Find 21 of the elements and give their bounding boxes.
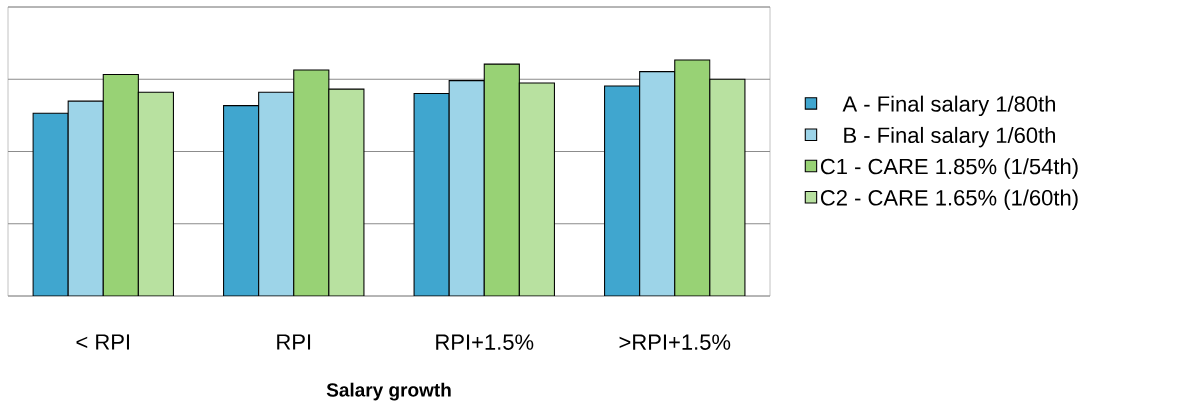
bar: [223, 105, 260, 296]
bar: [483, 63, 520, 296]
bar: [709, 78, 746, 296]
bar: [137, 91, 174, 296]
x-tick-label: RPI: [277, 334, 311, 350]
legend-label: B - Final salary 1/60th: [844, 126, 1056, 148]
legend-label: A - Final salary 1/80th: [842, 95, 1056, 117]
x-tick-label: RPI+1.5%: [436, 334, 534, 350]
bar: [604, 85, 641, 296]
x-tick-label: >RPI+1.5%: [619, 334, 731, 350]
bar: [32, 112, 69, 296]
bar: [413, 93, 450, 296]
bar: [518, 82, 555, 296]
bar: [293, 69, 330, 296]
legend-label: C1 - CARE 1.85% (1/54th): [820, 158, 1078, 179]
legend-label: C2 - CARE 1.65% (1/60th): [820, 189, 1078, 210]
x-tick-label: < RPI: [76, 334, 130, 350]
bar: [102, 73, 139, 296]
bar: [674, 59, 711, 296]
x-axis-title: Salary growth: [326, 382, 451, 401]
bar: [328, 88, 365, 296]
